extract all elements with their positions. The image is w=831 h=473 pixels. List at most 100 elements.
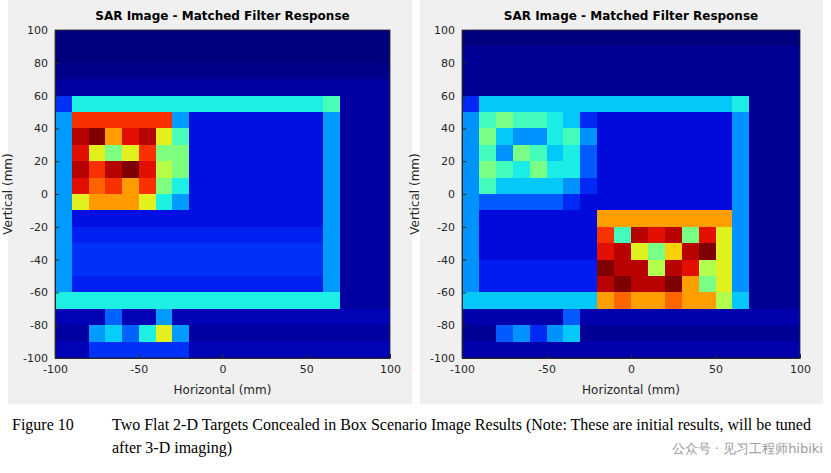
heatmap-cell (55, 161, 72, 178)
y-tick-mark (462, 325, 466, 326)
heatmap-cell (749, 145, 766, 162)
heatmap-cell (699, 145, 716, 162)
x-tick-label: 0 (628, 363, 635, 376)
heatmap-cell (580, 276, 597, 293)
heatmap-cell (699, 292, 716, 309)
heatmap-cell (597, 276, 614, 293)
heatmap-cell (563, 210, 580, 227)
heatmap-cell (239, 63, 256, 80)
heatmap-cell (614, 79, 631, 96)
heatmap-cell (340, 128, 357, 145)
heatmap-cell (306, 30, 323, 47)
heatmap-cell (749, 276, 766, 293)
heatmap-cell (89, 292, 106, 309)
heatmap-cell (462, 292, 479, 309)
heatmap-cell (189, 260, 206, 277)
heatmap-cell (563, 276, 580, 293)
y-tick-mark (462, 128, 466, 129)
heatmap-cell (648, 342, 665, 358)
heatmap-cell (206, 112, 223, 129)
heatmap-cell (206, 79, 223, 96)
heatmap-cell (716, 30, 733, 47)
heatmap-cell (580, 309, 597, 326)
heatmap-cell (732, 46, 749, 63)
x-axis: -100-50050100 (43, 354, 401, 376)
heatmap-cell (306, 112, 323, 129)
heatmap-cell (189, 292, 206, 309)
y-tick: 100 (27, 24, 59, 37)
heatmap-cell (156, 276, 173, 293)
heatmap-cell (89, 63, 106, 80)
heatmap-cell (580, 46, 597, 63)
heatmap-cell (682, 227, 699, 244)
heatmap-cell (462, 79, 479, 96)
heatmap-cell (462, 178, 479, 195)
heatmap-cell (357, 342, 374, 358)
heatmap-cell (306, 210, 323, 227)
heatmap-cell (206, 276, 223, 293)
heatmap-cell (530, 161, 547, 178)
heatmap-cell (783, 128, 800, 145)
heatmap-cell (340, 63, 357, 80)
heatmap-cell (716, 243, 733, 260)
heatmap-cell (306, 292, 323, 309)
heatmap-cell (462, 260, 479, 277)
heatmap-cell (665, 194, 682, 211)
heatmap-cell (139, 112, 156, 129)
heatmap-cell (206, 309, 223, 326)
x-tick-label: 100 (380, 363, 401, 376)
heatmap-cell (239, 161, 256, 178)
heatmap-cell (699, 227, 716, 244)
x-tick-mark (223, 354, 224, 358)
heatmap-cell (340, 276, 357, 293)
caption-line: Two Flat 2-D Targets Concealed in Box Sc… (112, 416, 811, 434)
heatmap-cell (496, 46, 513, 63)
y-tick: -40 (437, 254, 466, 267)
heatmap-cell (105, 161, 122, 178)
y-tick: 20 (441, 155, 466, 168)
heatmap-cell (290, 96, 307, 113)
heatmap-cell (172, 128, 189, 145)
heatmap-cell (122, 145, 139, 162)
heatmap-cell (306, 260, 323, 277)
heatmap-cell (614, 342, 631, 358)
heatmap-cell (290, 161, 307, 178)
heatmap-cell (323, 63, 340, 80)
heatmap-cell (256, 309, 273, 326)
heatmap-cell (139, 227, 156, 244)
heatmap-cell (580, 79, 597, 96)
heatmap-cell (89, 46, 106, 63)
heatmap-cell (716, 46, 733, 63)
heatmap-cell (156, 79, 173, 96)
heatmap-cell (273, 194, 290, 211)
heatmap-cell (479, 260, 496, 277)
heatmap-cell (105, 243, 122, 260)
heatmap-cell (290, 112, 307, 129)
y-tick-mark (462, 63, 466, 64)
heatmap-cell (256, 63, 273, 80)
heatmap-cell (323, 30, 340, 47)
heatmap-cell (597, 178, 614, 195)
heatmap-cell (273, 161, 290, 178)
heatmap-cell (749, 79, 766, 96)
heatmap-cell (479, 243, 496, 260)
heatmap-cell (105, 30, 122, 47)
heatmap-cell (614, 46, 631, 63)
heatmap-cell (357, 243, 374, 260)
heatmap-cell (323, 112, 340, 129)
heatmap-cell (273, 46, 290, 63)
heatmap-cell (563, 161, 580, 178)
heatmap-cell (206, 325, 223, 342)
heatmap-cell (513, 63, 530, 80)
heatmap-cell (783, 260, 800, 277)
heatmap-cell (122, 227, 139, 244)
heatmap-cell (323, 243, 340, 260)
heatmap-cell (699, 30, 716, 47)
heatmap-cell (597, 46, 614, 63)
heatmap-cell (373, 96, 390, 113)
heatmap-cell (513, 96, 530, 113)
heatmap-cell (682, 194, 699, 211)
heatmap-cell (530, 30, 547, 47)
y-tick-label: 60 (34, 90, 48, 103)
heatmap-cell (631, 227, 648, 244)
